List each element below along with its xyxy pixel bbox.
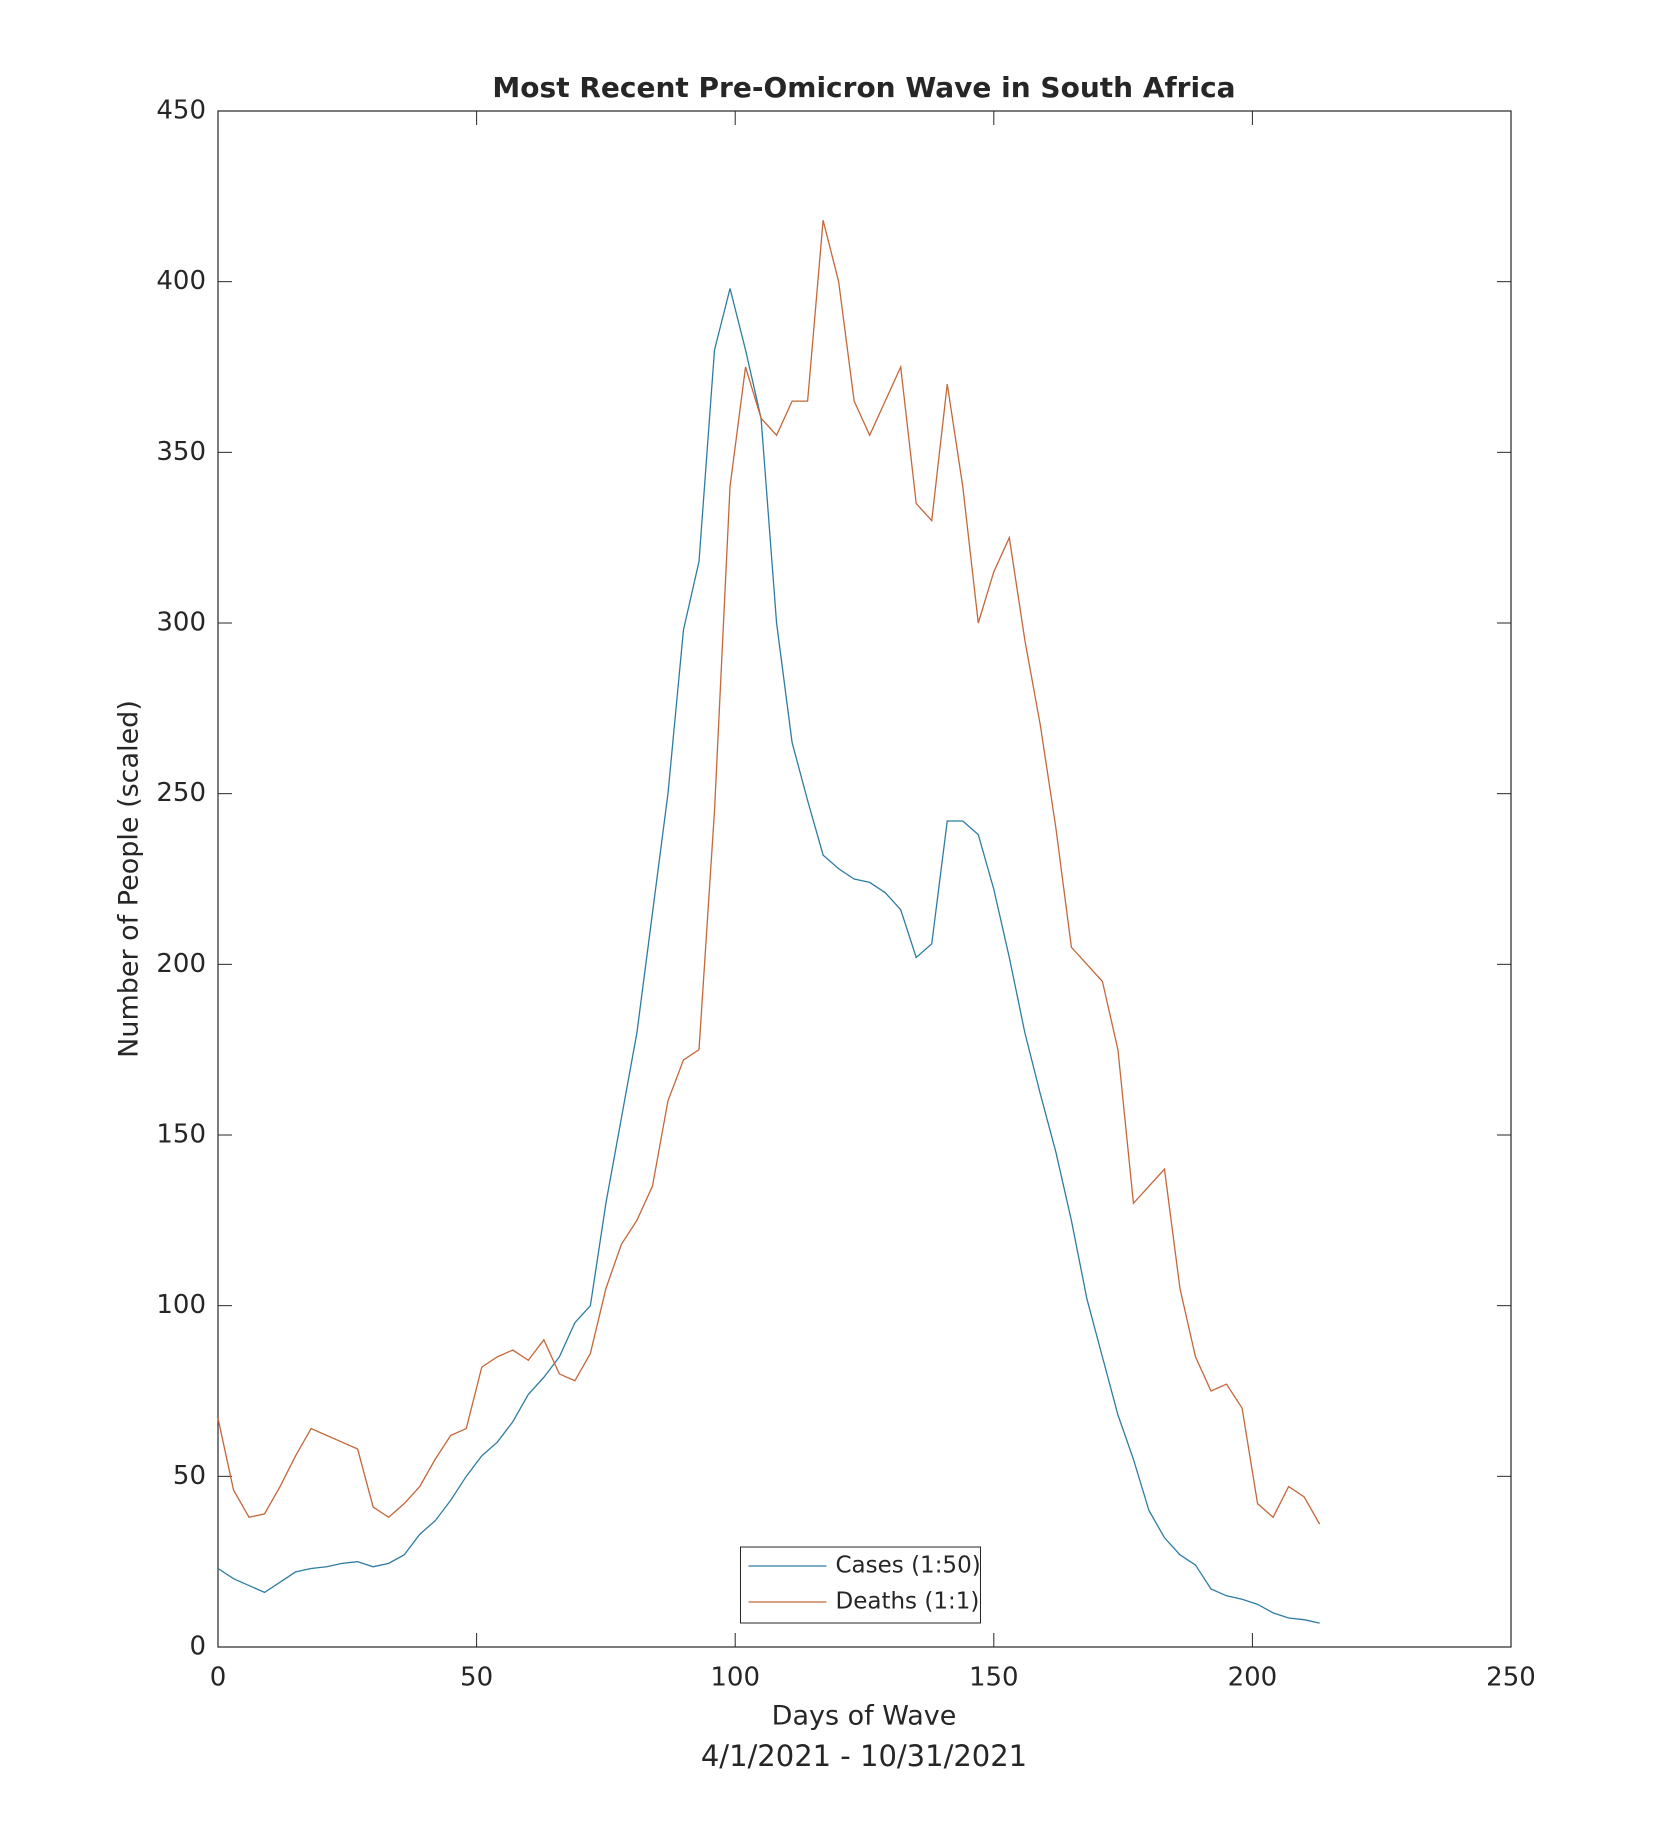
legend-label: Deaths (1:1) <box>836 1589 980 1615</box>
y-tick-label: 0 <box>189 1632 206 1662</box>
x-tick-label: 250 <box>1486 1663 1536 1693</box>
chart-title: Most Recent Pre-Omicron Wave in South Af… <box>492 71 1235 104</box>
y-tick-label: 150 <box>156 1120 206 1150</box>
y-tick-label: 250 <box>156 778 206 808</box>
plot-frame <box>217 110 1512 1648</box>
y-tick-label: 100 <box>156 1290 206 1320</box>
x-axis-label: Days of Wave <box>772 1701 957 1732</box>
x-tick-label: 0 <box>210 1663 227 1693</box>
y-tick-label: 350 <box>156 437 206 467</box>
subtitle: 4/1/2021 - 10/31/2021 <box>701 1739 1027 1773</box>
legend-box <box>740 1546 981 1624</box>
legend-label: Cases (1:50) <box>836 1553 981 1579</box>
y-tick-label: 50 <box>173 1461 206 1491</box>
x-tick-label: 100 <box>710 1663 760 1693</box>
y-tick-label: 400 <box>156 266 206 296</box>
y-tick-label: 200 <box>156 949 206 979</box>
x-tick-label: 200 <box>1228 1663 1278 1693</box>
y-axis-label: Number of People (scaled) <box>114 700 145 1058</box>
x-tick-label: 150 <box>969 1663 1019 1693</box>
series-line <box>217 288 1320 1624</box>
y-tick-label: 300 <box>156 608 206 638</box>
y-tick-label: 450 <box>156 96 206 126</box>
series-line <box>217 220 1321 1525</box>
x-tick-label: 50 <box>460 1663 493 1693</box>
